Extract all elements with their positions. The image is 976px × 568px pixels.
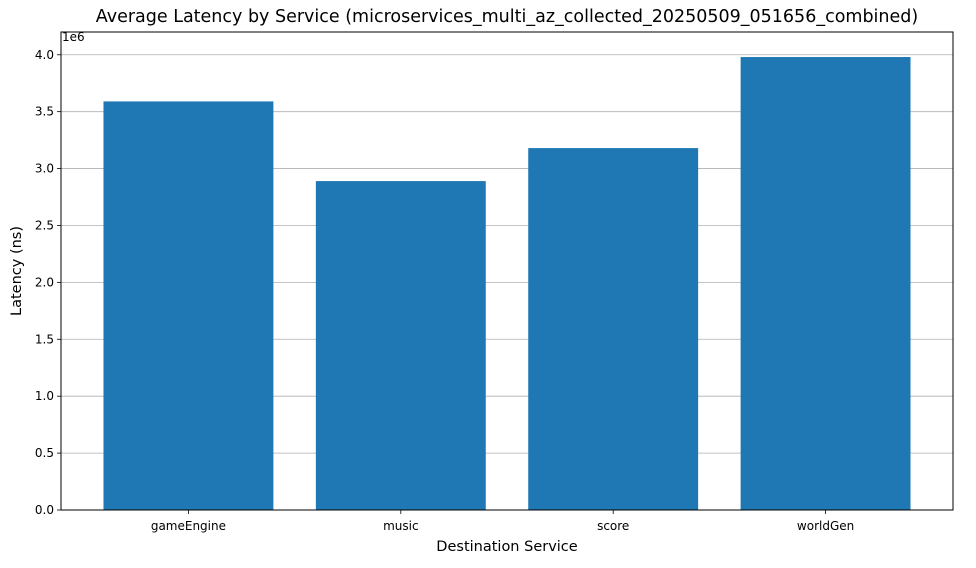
y-tick-label: 0.5 [35,446,54,460]
x-tick-label: score [597,519,629,533]
bar-worldGen [740,57,911,511]
chart-title: Average Latency by Service (microservice… [96,7,918,27]
y-axis: 0.0 0.5 1.0 1.5 2.0 2.5 3.0 3.5 4.0 [35,48,61,517]
x-axis-title: Destination Service [436,539,577,555]
x-tick-label: music [383,519,418,533]
y-tick-label: 2.0 [35,275,54,289]
bar-gameEngine [103,101,274,510]
y-tick-label: 3.0 [35,162,54,176]
bar-score [528,148,699,511]
bar-music [315,181,486,511]
y-tick-label: 1.5 [35,332,54,346]
x-tick-label: worldGen [797,519,854,533]
plot-frame [60,31,954,511]
y-tick-label: 1.0 [35,389,54,403]
y-axis-title: Latency (ns) [9,226,25,316]
x-tick-label: gameEngine [151,519,226,533]
x-axis: gameEngine music score worldGen [151,510,854,533]
y-tick-label: 3.5 [35,105,54,119]
y-tick-label: 0.0 [35,503,54,517]
bars [103,57,911,511]
y-axis-offset-label: 1e6 [62,30,85,44]
y-tick-label: 2.5 [35,218,54,232]
y-tick-label: 4.0 [35,48,54,62]
